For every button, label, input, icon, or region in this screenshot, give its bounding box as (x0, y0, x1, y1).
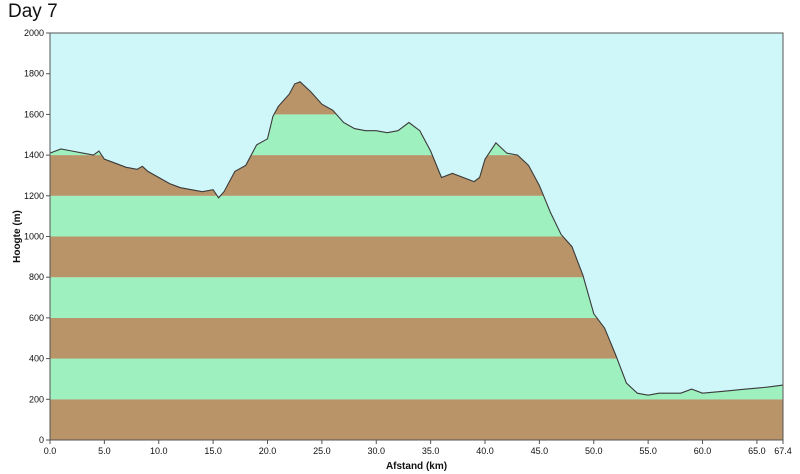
y-tick-label: 400 (29, 354, 44, 364)
y-tick-label: 800 (29, 272, 44, 282)
x-tick-label: 25.0 (313, 446, 331, 456)
x-tick-label: 0.0 (44, 446, 57, 456)
x-tick-label: 10.0 (150, 446, 168, 456)
x-tick-label: 15.0 (204, 446, 222, 456)
x-tick-label: 67.4 (774, 446, 792, 456)
y-tick-label: 200 (29, 394, 44, 404)
elevation-band (50, 399, 783, 440)
x-tick-label: 55.0 (639, 446, 657, 456)
x-axis: 0.0 5.0 10.0 15.0 20.0 25.0 30.0 35.0 40.0 45.0 50… (44, 440, 792, 456)
y-tick-label: 1600 (24, 109, 44, 119)
y-tick-label: 1000 (24, 232, 44, 242)
x-tick-label: 5.0 (98, 446, 111, 456)
x-tick-label: 60.0 (694, 446, 712, 456)
y-tick-label: 0 (39, 435, 44, 445)
x-tick-label: 35.0 (422, 446, 440, 456)
y-tick-label: 1200 (24, 191, 44, 201)
x-tick-label: 50.0 (585, 446, 603, 456)
y-tick-label: 2000 (24, 28, 44, 38)
x-tick-label: 40.0 (476, 446, 494, 456)
x-tick-label: 45.0 (531, 446, 549, 456)
x-tick-label: 65.0 (748, 446, 766, 456)
x-axis-title: Afstand (km) (386, 461, 447, 472)
page-title: Day 7 (8, 1, 58, 22)
y-axis-title: Hoogte (m) (12, 210, 23, 263)
y-axis: 0 200 400 600 800 1000 1200 1400 1600 1800 2000 (24, 28, 50, 445)
x-tick-label: 30.0 (367, 446, 385, 456)
x-tick-label: 20.0 (259, 446, 277, 456)
y-tick-label: 1800 (24, 69, 44, 79)
y-tick-label: 1400 (24, 150, 44, 160)
elevation-profile-line (49, 81, 784, 396)
y-tick-label: 600 (29, 313, 44, 323)
